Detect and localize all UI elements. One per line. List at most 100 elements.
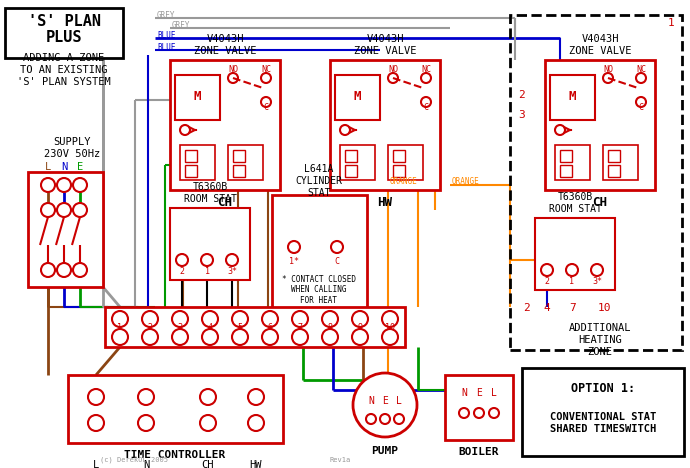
Circle shape (57, 203, 71, 217)
Text: T6360B
ROOM STAT: T6360B ROOM STAT (184, 182, 237, 204)
Circle shape (73, 178, 87, 192)
Circle shape (340, 125, 350, 135)
Circle shape (262, 311, 278, 327)
Bar (522, 368, 684, 456)
Circle shape (474, 408, 484, 418)
Circle shape (248, 389, 264, 405)
Circle shape (57, 178, 71, 192)
Text: ADDITIONAL
HEATING
ZONE: ADDITIONAL HEATING ZONE (569, 323, 631, 357)
Circle shape (352, 329, 368, 345)
Text: 1: 1 (569, 277, 575, 285)
Circle shape (489, 408, 499, 418)
Text: 3: 3 (518, 110, 525, 120)
Text: 8: 8 (328, 323, 333, 332)
Bar (170, 60, 280, 190)
Text: 3*: 3* (592, 277, 602, 285)
Circle shape (41, 263, 55, 277)
Text: M: M (353, 90, 361, 103)
Bar (233, 165, 245, 177)
Circle shape (112, 329, 128, 345)
Circle shape (142, 311, 158, 327)
Text: 2: 2 (544, 277, 549, 285)
Bar (345, 165, 357, 177)
Circle shape (292, 329, 308, 345)
Text: L641A
CYLINDER
STAT: L641A CYLINDER STAT (295, 164, 342, 197)
Circle shape (388, 73, 398, 83)
Bar (68, 375, 283, 443)
Circle shape (112, 311, 128, 327)
Text: N: N (368, 396, 374, 406)
Text: V4043H
ZONE VALVE: V4043H ZONE VALVE (569, 34, 631, 56)
Text: NC: NC (421, 66, 431, 74)
Text: BLUE: BLUE (157, 30, 175, 39)
Text: 2: 2 (179, 266, 184, 276)
Bar (555, 145, 590, 180)
Bar (185, 165, 197, 177)
Text: BLUE: BLUE (157, 43, 175, 51)
Circle shape (202, 329, 218, 345)
Circle shape (421, 97, 431, 107)
Bar (228, 145, 263, 180)
Text: (c) DerekOL 2005: (c) DerekOL 2005 (100, 457, 168, 463)
Circle shape (322, 329, 338, 345)
Bar (180, 145, 215, 180)
Circle shape (202, 311, 218, 327)
Text: 6: 6 (268, 323, 273, 332)
Circle shape (176, 254, 188, 266)
Text: ORANGE: ORANGE (452, 176, 480, 185)
Circle shape (382, 329, 398, 345)
Bar (335, 75, 380, 120)
Circle shape (261, 73, 271, 83)
Circle shape (603, 73, 613, 83)
Text: 2: 2 (518, 90, 525, 100)
Bar (340, 145, 375, 180)
Bar (388, 145, 423, 180)
Text: 1: 1 (204, 266, 210, 276)
Text: 10: 10 (598, 303, 611, 313)
Circle shape (352, 311, 368, 327)
Bar (608, 165, 620, 177)
Text: L: L (491, 388, 497, 398)
Circle shape (172, 311, 188, 327)
Text: N: N (461, 388, 467, 398)
Text: E: E (476, 388, 482, 398)
Bar (175, 75, 220, 120)
Text: E: E (382, 396, 388, 406)
Text: PLUS: PLUS (46, 30, 82, 45)
Text: ORANGE: ORANGE (390, 176, 417, 185)
Circle shape (380, 414, 390, 424)
Text: N: N (143, 460, 149, 468)
Circle shape (292, 311, 308, 327)
Circle shape (138, 389, 154, 405)
Circle shape (394, 414, 404, 424)
Circle shape (232, 311, 248, 327)
Text: 4: 4 (544, 303, 551, 313)
Text: M: M (569, 90, 575, 103)
Text: C: C (638, 103, 644, 112)
Text: N: N (61, 162, 67, 172)
Circle shape (636, 73, 646, 83)
Text: GREY: GREY (157, 10, 175, 20)
Bar (545, 60, 655, 190)
Circle shape (201, 254, 213, 266)
Bar (28, 172, 103, 287)
Text: CH: CH (593, 196, 607, 209)
Text: C: C (424, 103, 428, 112)
Text: NO: NO (228, 66, 238, 74)
Circle shape (226, 254, 238, 266)
Text: GREY: GREY (172, 21, 190, 29)
Text: 1*: 1* (289, 256, 299, 265)
Circle shape (138, 415, 154, 431)
Bar (330, 60, 440, 190)
Bar (608, 150, 620, 162)
Text: CH: CH (201, 460, 215, 468)
Circle shape (200, 389, 216, 405)
Circle shape (421, 73, 431, 83)
Bar (560, 165, 572, 177)
Text: BOILER: BOILER (459, 447, 500, 457)
Circle shape (262, 329, 278, 345)
Circle shape (288, 241, 300, 253)
Text: 2: 2 (522, 303, 529, 313)
Text: 4: 4 (208, 323, 213, 332)
Circle shape (248, 415, 264, 431)
